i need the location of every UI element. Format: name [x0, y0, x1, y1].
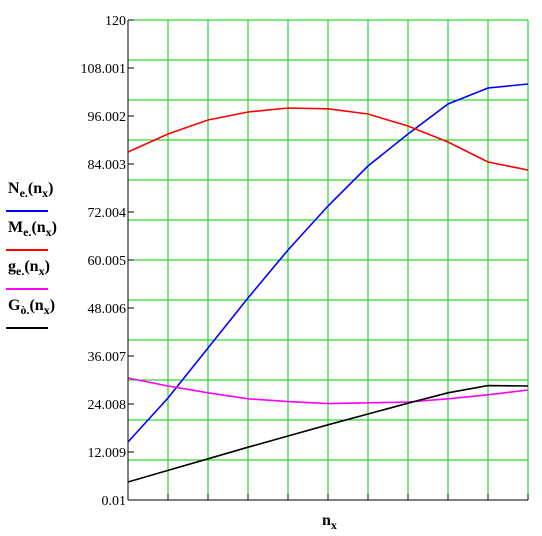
legend-item-m: Me.(nx) — [6, 217, 76, 256]
y-tick-label: 0.01 — [102, 494, 127, 509]
y-tick-label: 120 — [105, 14, 126, 29]
y-tick-label: 36.007 — [88, 350, 127, 365]
legend-item-n: Ne.(nx) — [6, 178, 76, 217]
y-tick-labels: 120 108.001 96.002 84.003 72.004 60.005 48.006… — [81, 14, 134, 509]
x-tick-marks — [127, 494, 529, 500]
series-line-g-3 — [127, 384, 529, 483]
grid — [128, 19, 529, 500]
legend-label-m: Me.(nx) — [8, 219, 57, 240]
x-axis-label: nx — [322, 512, 337, 533]
legend: Ne.(nx) Me.(nx) ge.(nx) Gò.(nx) — [6, 178, 76, 334]
y-tick-label: 24.008 — [88, 398, 127, 413]
legend-swatch-g — [6, 288, 48, 290]
y-tick-label: 72.004 — [88, 206, 127, 221]
series-line-ge-2 — [127, 377, 529, 405]
y-tick-label: 12.009 — [88, 446, 127, 461]
y-tick-label: 60.005 — [88, 254, 127, 269]
legend-swatch-m — [6, 249, 48, 251]
series-line-ne-0 — [127, 83, 529, 443]
legend-label-n: Ne.(nx) — [8, 180, 54, 201]
legend-swatch-n — [6, 210, 48, 212]
series-lines — [127, 83, 529, 483]
y-tick-label: 48.006 — [88, 302, 127, 317]
series-line-me-1 — [127, 107, 529, 171]
y-tick-label: 96.002 — [88, 110, 127, 125]
legend-item-g: ge.(nx) — [6, 256, 76, 295]
legend-item-gcap: Gò.(nx) — [6, 295, 76, 334]
legend-label-g: ge.(nx) — [8, 258, 50, 279]
y-tick-label: 108.001 — [81, 62, 127, 77]
legend-swatch-gcap — [6, 327, 48, 329]
y-tick-label: 84.003 — [88, 158, 127, 173]
legend-label-gcap: Gò.(nx) — [8, 297, 56, 318]
